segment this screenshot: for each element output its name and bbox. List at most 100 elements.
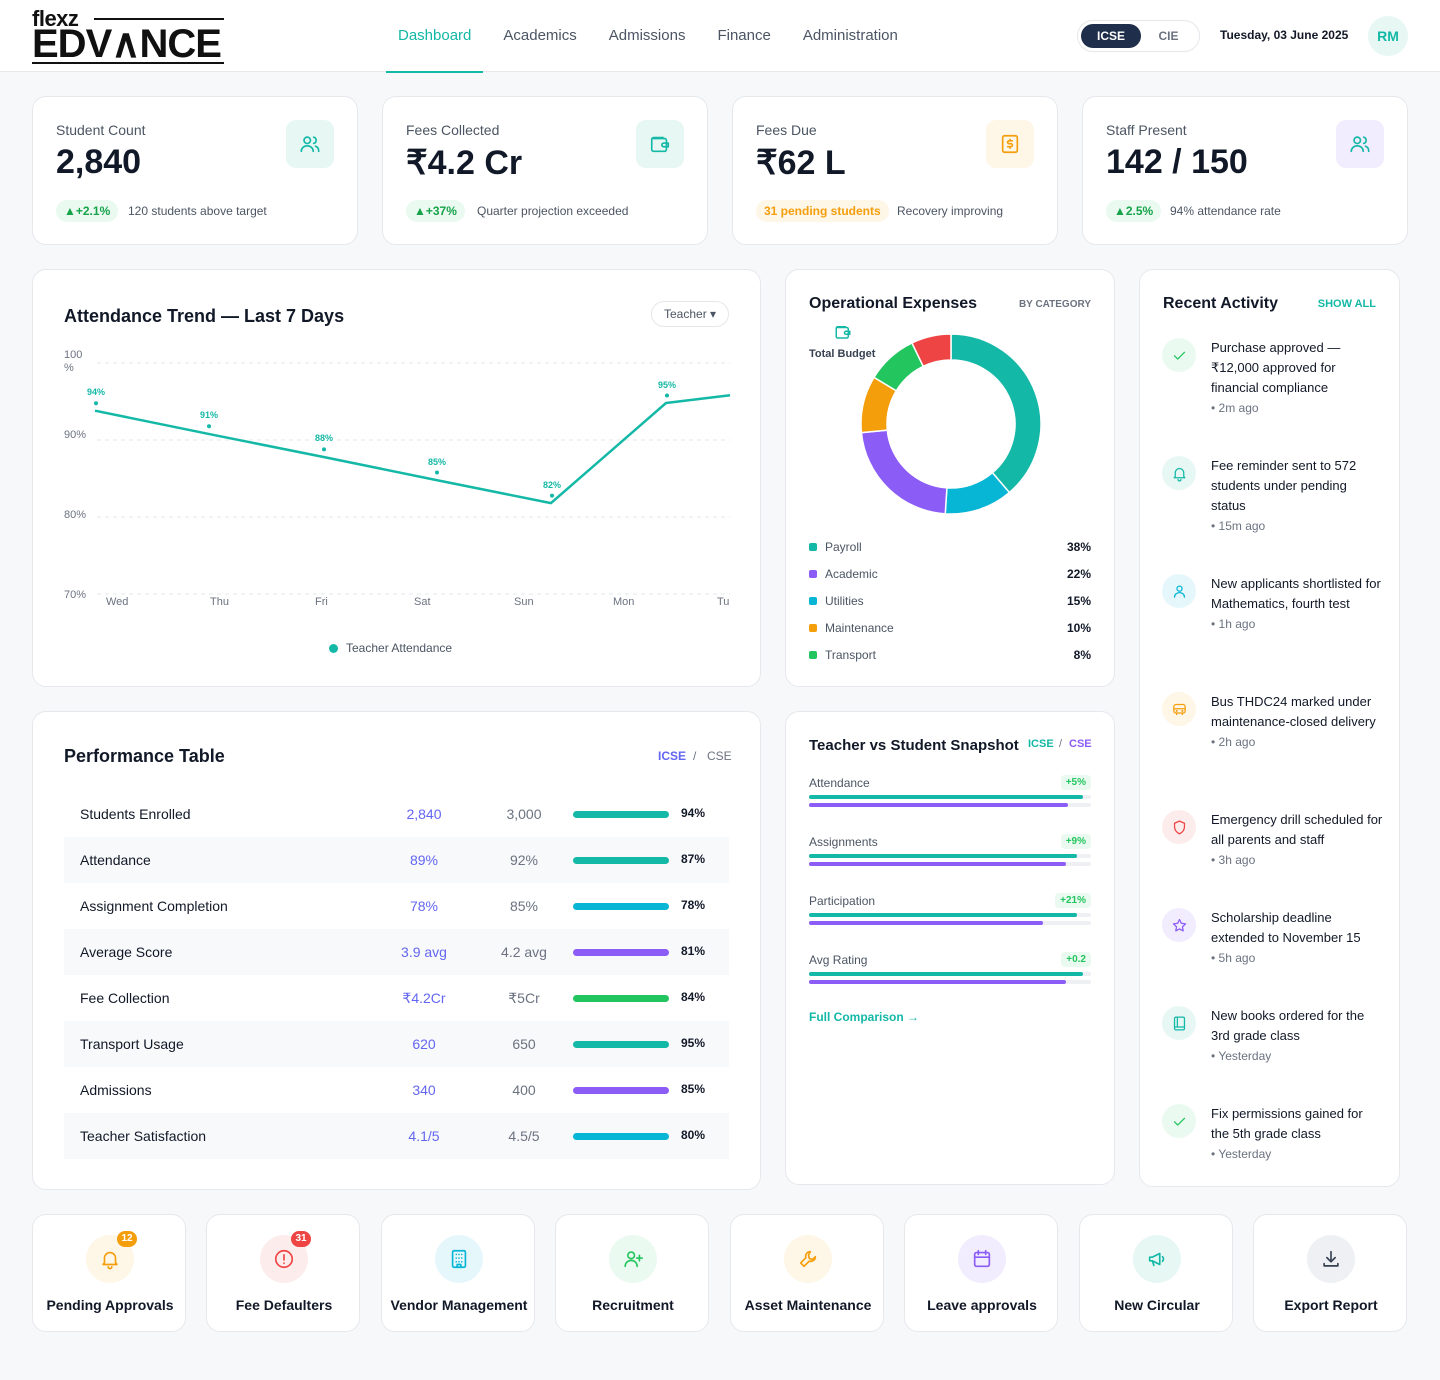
table-row[interactable]: Transport Usage 620 650 95% bbox=[64, 1021, 729, 1067]
activity-time: • 15m ago bbox=[1211, 519, 1266, 533]
metric-progress-bar bbox=[573, 1133, 669, 1140]
stat-subtext: Quarter projection exceeded bbox=[477, 204, 629, 218]
activity-item[interactable]: New applicants shortlisted for Mathemati… bbox=[1162, 574, 1382, 664]
nav-admissions[interactable]: Admissions bbox=[608, 27, 686, 44]
activity-item[interactable]: New books ordered for the 3rd grade clas… bbox=[1162, 1006, 1382, 1096]
stat-card-fees-due[interactable]: Fees Due ₹62 L 31 pending students Recov… bbox=[732, 96, 1058, 245]
y-tick-label: 80% bbox=[64, 509, 87, 521]
users-icon bbox=[1336, 120, 1384, 168]
expense-percent: 8% bbox=[1073, 648, 1091, 662]
expense-percent: 22% bbox=[1066, 567, 1091, 581]
data-point[interactable] bbox=[550, 493, 554, 498]
wallet-icon bbox=[636, 120, 684, 168]
user-icon bbox=[1162, 574, 1196, 608]
table-row[interactable]: Students Enrolled 2,840 3,000 94% bbox=[64, 791, 729, 837]
expense-legend-row: Utilities 15% bbox=[809, 594, 1091, 610]
nav-finance[interactable]: Finance bbox=[717, 27, 771, 44]
metric-percent: 95% bbox=[681, 1036, 706, 1050]
donut-slice[interactable] bbox=[910, 333, 952, 368]
data-label: 82% bbox=[543, 479, 562, 490]
snapshot-metric: Assignments bbox=[809, 835, 878, 849]
expense-name: Maintenance bbox=[825, 621, 894, 635]
quick-action-leave-approvals[interactable]: Leave approvals bbox=[904, 1214, 1058, 1332]
data-label: 85% bbox=[428, 456, 447, 467]
board-icse-button[interactable]: ICSE bbox=[1081, 24, 1141, 48]
notification-badge: 31 bbox=[291, 1231, 311, 1247]
table-row[interactable]: Average Score 3.9 avg 4.2 avg 81% bbox=[64, 929, 729, 975]
student-bar bbox=[809, 980, 1066, 984]
y-tick-label: 90% bbox=[64, 429, 87, 441]
nav-academics[interactable]: Academics bbox=[503, 27, 577, 44]
quick-action-asset-maintenance[interactable]: Asset Maintenance bbox=[730, 1214, 884, 1332]
snapshot-row: Attendance +5% bbox=[809, 775, 1091, 826]
snapshot-tag-cse[interactable]: CSE bbox=[1069, 738, 1092, 750]
building-icon bbox=[435, 1235, 483, 1283]
data-label: 91% bbox=[200, 410, 219, 421]
activity-item[interactable]: Purchase approved — ₹12,000 approved for… bbox=[1162, 338, 1382, 428]
donut-slice[interactable] bbox=[860, 429, 948, 515]
stat-card-student-count[interactable]: Student Count 2,840 ▲+2.1% 120 students … bbox=[32, 96, 358, 245]
stat-card-fees-collected[interactable]: Fees Collected ₹4.2 Cr ▲+37% Quarter pro… bbox=[382, 96, 708, 245]
stat-card-staff-present[interactable]: Staff Present 142 / 150 ▲2.5% 94% attend… bbox=[1082, 96, 1408, 245]
nav-administration[interactable]: Administration bbox=[802, 27, 898, 44]
table-row[interactable]: Teacher Satisfaction 4.1/5 4.5/5 80% bbox=[64, 1113, 729, 1159]
board-cie-button[interactable]: CIE bbox=[1158, 29, 1179, 43]
metric-name: Transport Usage bbox=[80, 1036, 184, 1052]
data-label: 94% bbox=[87, 387, 106, 398]
nav-dashboard[interactable]: Dashboard bbox=[386, 0, 484, 73]
table-row[interactable]: Fee Collection ₹4.2Cr ₹5Cr 84% bbox=[64, 975, 729, 1021]
logo[interactable]: flexz EDV∧NCE bbox=[32, 6, 227, 66]
users-icon bbox=[286, 120, 334, 168]
data-point[interactable] bbox=[435, 470, 439, 475]
quick-action-pending-approvals[interactable]: 12 Pending Approvals bbox=[32, 1214, 186, 1332]
toggle-cse[interactable]: CSE bbox=[707, 749, 732, 763]
teacher-bar bbox=[809, 795, 1083, 799]
full-comparison-link[interactable]: Full Comparison → bbox=[809, 1010, 920, 1024]
stat-label: Fees Due bbox=[756, 122, 817, 138]
expense-legend-row: Transport 8% bbox=[809, 648, 1091, 664]
stat-subtext: 94% attendance rate bbox=[1170, 204, 1281, 218]
activity-item[interactable]: Bus THDC24 marked under maintenance-clos… bbox=[1162, 692, 1382, 782]
toggle-icse[interactable]: ICSE bbox=[658, 749, 687, 763]
metric-percent: 94% bbox=[681, 806, 706, 820]
stat-badge: 31 pending students bbox=[756, 200, 889, 222]
metric-percent: 84% bbox=[681, 990, 706, 1004]
activity-item[interactable]: Fee reminder sent to 572 students under … bbox=[1162, 456, 1382, 546]
quick-action-recruitment[interactable]: Recruitment bbox=[555, 1214, 709, 1332]
data-point[interactable] bbox=[322, 447, 326, 452]
quick-action-fee-defaulters[interactable]: 31 Fee Defaulters bbox=[206, 1214, 360, 1332]
metric-value: 3.9 avg bbox=[401, 944, 447, 960]
metric-target: 4.5/5 bbox=[508, 1128, 540, 1144]
quick-action-vendor-management[interactable]: Vendor Management bbox=[381, 1214, 535, 1332]
attendance-filter-dropdown[interactable]: Teacher ▾ bbox=[651, 301, 730, 327]
expenses-by-category[interactable]: BY CATEGORY bbox=[1018, 299, 1091, 310]
x-tick-label: Mon bbox=[613, 596, 635, 608]
snapshot-tag-icse[interactable]: ICSE bbox=[1028, 738, 1054, 750]
quick-action-export-report[interactable]: Export Report bbox=[1253, 1214, 1407, 1332]
activity-item[interactable]: Emergency drill scheduled for all parent… bbox=[1162, 810, 1382, 900]
total-budget-label: Total Budget bbox=[809, 348, 876, 360]
stat-badge: ▲+2.1% bbox=[56, 200, 119, 222]
quick-action-new-circular[interactable]: New Circular bbox=[1079, 1214, 1233, 1332]
expense-percent: 38% bbox=[1066, 540, 1091, 554]
donut-slice[interactable] bbox=[950, 333, 1042, 494]
invoice-icon bbox=[986, 120, 1034, 168]
snapshot-row: Assignments +9% bbox=[809, 834, 1091, 885]
data-point[interactable] bbox=[207, 424, 211, 429]
data-point[interactable] bbox=[665, 393, 669, 398]
activity-item[interactable]: Scholarship deadline extended to Novembe… bbox=[1162, 908, 1382, 998]
data-point[interactable] bbox=[94, 401, 98, 406]
notification-badge: 12 bbox=[117, 1231, 137, 1247]
x-tick-label: Fri bbox=[315, 596, 328, 608]
data-label: 88% bbox=[315, 433, 334, 444]
table-row[interactable]: Attendance 89% 92% 87% bbox=[64, 837, 729, 883]
activity-item[interactable]: Fix permissions gained for the 5th grade… bbox=[1162, 1104, 1382, 1194]
avatar[interactable]: RM bbox=[1368, 16, 1408, 56]
metric-progress-bar bbox=[573, 1087, 669, 1094]
metric-name: Average Score bbox=[80, 944, 173, 960]
table-row[interactable]: Assignment Completion 78% 85% 78% bbox=[64, 883, 729, 929]
table-row[interactable]: Admissions 340 400 85% bbox=[64, 1067, 729, 1113]
show-all-link[interactable]: SHOW ALL bbox=[1317, 298, 1376, 310]
check-icon bbox=[1162, 338, 1196, 372]
expenses-title: Operational Expenses bbox=[809, 295, 978, 312]
